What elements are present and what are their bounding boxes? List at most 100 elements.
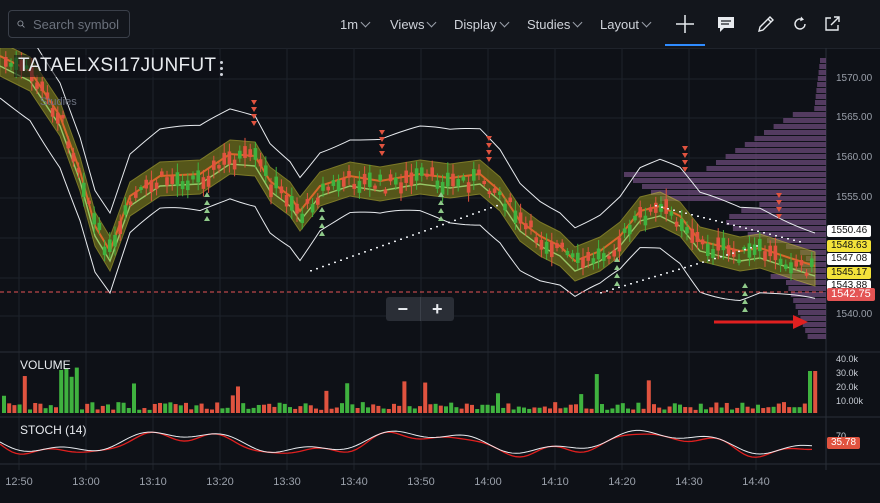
candle-body: [591, 258, 596, 264]
volume-bar: [329, 408, 334, 413]
volume-bar: [782, 402, 786, 413]
candle-body: [35, 82, 39, 89]
zoom-in-button[interactable]: +: [431, 298, 443, 319]
volume-bar: [199, 403, 204, 413]
chevron-down-icon: [427, 17, 437, 27]
volume-profile-bar: [773, 124, 826, 129]
sar-dot: [466, 215, 468, 217]
top-toolbar: 1m Views Display Studies Layout: [0, 0, 880, 49]
price-chart[interactable]: [0, 48, 880, 503]
candle-body: [784, 264, 788, 269]
time-axis-label: 14:20: [608, 476, 636, 488]
comment-button[interactable]: [714, 12, 738, 36]
volume-bar: [106, 404, 110, 413]
candle-body: [331, 180, 336, 187]
volume-bar: [464, 403, 469, 413]
sar-dot: [750, 247, 752, 249]
candle-body: [404, 170, 408, 183]
volume-bar: [667, 406, 672, 413]
candle-body: [388, 174, 393, 182]
signal-arrow: [742, 299, 748, 304]
time-axis-label: 14:30: [675, 476, 703, 488]
sar-dot: [618, 286, 620, 289]
volume-profile-bar: [633, 178, 826, 183]
signal-arrow: [486, 136, 492, 141]
volume-bar: [38, 403, 43, 413]
candle-body: [243, 146, 247, 158]
candle-body: [680, 218, 684, 231]
sar-dot: [394, 240, 396, 243]
signal-arrow: [319, 215, 325, 220]
candle-body: [316, 197, 320, 205]
volume-profile-bar: [817, 82, 826, 87]
zoom-out-button[interactable]: −: [386, 297, 421, 321]
candle-body: [810, 258, 814, 268]
volume-bar: [293, 408, 298, 413]
more-options-icon[interactable]: [218, 58, 224, 78]
candle-body: [648, 207, 653, 212]
volume-bar: [771, 406, 776, 413]
candle-body: [726, 245, 731, 256]
popout-button[interactable]: [820, 12, 844, 36]
volume-bar: [776, 403, 781, 413]
volume-bar: [74, 367, 79, 413]
reset-button[interactable]: [788, 12, 812, 36]
layout-menu[interactable]: Layout: [600, 0, 652, 48]
sar-dot: [400, 238, 402, 240]
candle-body: [357, 180, 362, 193]
views-menu[interactable]: Views: [390, 0, 437, 48]
volume-bar: [381, 408, 386, 413]
draw-button[interactable]: [754, 12, 778, 36]
crosshair-tool-button[interactable]: [665, 12, 705, 46]
candle-body: [165, 177, 169, 186]
volume-bar: [194, 405, 199, 413]
volume-bar: [558, 408, 563, 413]
studies-watermark: Studies: [40, 96, 77, 108]
candle-body: [310, 204, 315, 213]
candle-body: [196, 170, 200, 183]
symbol-search[interactable]: [8, 10, 130, 38]
sar-dot: [460, 217, 462, 219]
volume-bar: [662, 409, 667, 413]
candle-body: [300, 213, 304, 224]
volume-bar: [241, 403, 246, 413]
volume-bar: [360, 402, 365, 413]
zoom-controls: − +: [386, 297, 454, 321]
volume-bar: [589, 408, 594, 413]
volume-bar: [428, 404, 433, 413]
volume-bar: [215, 402, 220, 413]
candle-body: [654, 202, 658, 213]
volume-bar: [740, 402, 745, 413]
candle-body: [336, 180, 341, 192]
volume-bar: [256, 404, 261, 413]
time-axis-label: 14:10: [541, 476, 569, 488]
signal-arrow: [682, 160, 688, 165]
studies-menu[interactable]: Studies: [527, 0, 583, 48]
volume-axis-label: 40.0k: [836, 354, 859, 364]
candle-body: [61, 114, 65, 119]
candle-body: [71, 153, 76, 162]
volume-profile-bar: [815, 94, 826, 99]
volume-bar: [688, 407, 693, 413]
candle-body: [206, 175, 211, 187]
volume-bar: [652, 404, 656, 413]
sar-dot: [733, 224, 735, 226]
candle-body: [498, 191, 502, 195]
candle-body: [472, 169, 476, 181]
search-input[interactable]: [31, 15, 129, 33]
stoch-main-line: [0, 429, 813, 455]
sar-dot: [448, 221, 450, 224]
volume-profile-bar: [802, 322, 826, 327]
candle-body: [430, 167, 434, 177]
volume-bar: [683, 407, 688, 413]
signal-arrow: [486, 157, 492, 162]
sar-dot: [721, 221, 723, 223]
sar-dot: [738, 250, 740, 253]
volume-bar: [137, 409, 142, 413]
stoch-pane-label: STOCH (14): [20, 423, 87, 437]
volume-bar: [12, 405, 17, 413]
volume-bar: [698, 403, 703, 413]
volume-bar: [600, 404, 604, 413]
display-menu[interactable]: Display: [454, 0, 510, 48]
interval-dropdown[interactable]: 1m: [340, 0, 371, 48]
